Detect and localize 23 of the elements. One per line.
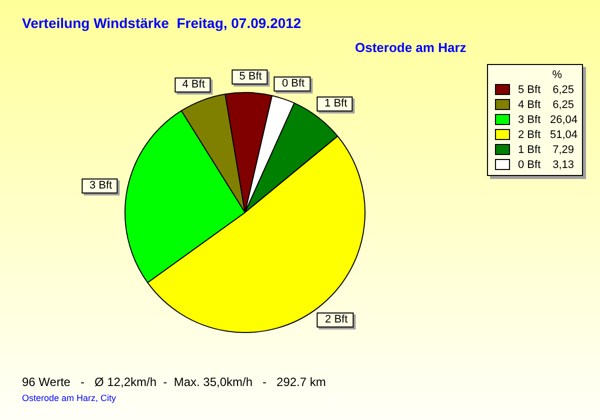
chart-subtitle: Osterode am Harz — [355, 40, 466, 55]
slice-label: 3 Bft — [81, 178, 118, 194]
data-label: 3,13 — [552, 158, 574, 170]
legend-label: 1 Bft — [518, 144, 542, 156]
slice-label: 5 Bft — [231, 69, 268, 84]
data-label: 6,25 — [552, 84, 574, 96]
legend-label: 4 Bft — [518, 98, 542, 110]
chart-title: Verteilung Windstärke Freitag, 07.09.2012 — [22, 15, 302, 31]
text: Osterode am Harz, City — [22, 393, 116, 403]
legend-title: % — [551, 68, 563, 82]
slice-label: 1 Bft — [316, 96, 354, 112]
legend-label: 0 Bft — [518, 158, 542, 170]
legend-label: 3 Bft — [518, 114, 542, 126]
slice-label: 2 Bft — [317, 312, 354, 328]
data-label: 7,29 — [552, 144, 574, 156]
slice-label: 0 Bft — [274, 76, 311, 92]
data-label: 51,04 — [550, 128, 578, 140]
text: 96 Werte - Ø 12,2km/h - Max. 35,0km/h - 292.7 km — [22, 375, 326, 389]
legend-label: 2 Bft — [518, 128, 542, 140]
slice-label: 4 Bft — [174, 78, 211, 93]
data-label: 26,04 — [550, 114, 578, 126]
data-label: 6,25 — [552, 98, 574, 110]
legend-label: 5 Bft — [518, 84, 542, 96]
